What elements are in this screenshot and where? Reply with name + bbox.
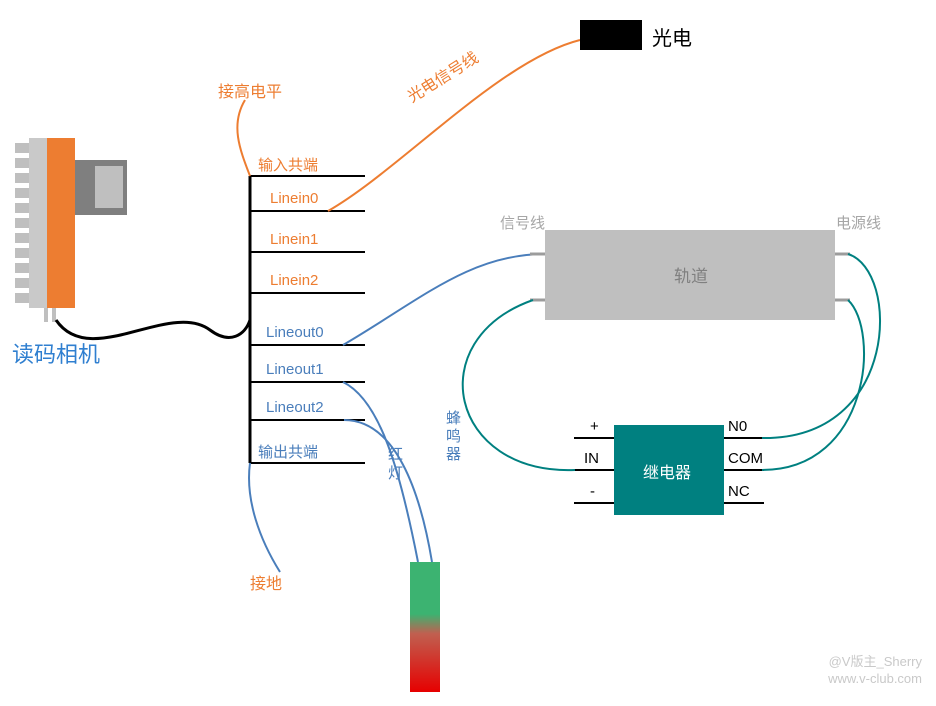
high-level-label: 接高电平 — [218, 78, 282, 102]
ladder-lineout1: Lineout1 — [266, 361, 324, 378]
relay-minus: - — [590, 483, 595, 500]
watermark: @V版主_Sherry www.v-club.com — [828, 654, 922, 688]
optical-box — [580, 20, 642, 50]
optical-label: 光电 — [652, 22, 692, 51]
camera-title: 读码相机 — [12, 337, 100, 369]
watermark-line2: www.v-club.com — [828, 671, 922, 688]
ladder-lineout2: Lineout2 — [266, 399, 324, 416]
relay-com: COM — [728, 450, 763, 467]
track-power-label: 电源线 — [836, 212, 881, 233]
camera-cable — [56, 176, 250, 339]
ladder-linein0: Linein0 — [270, 190, 318, 207]
relay-nc: NC — [728, 483, 750, 500]
relay-label: 继电器 — [643, 459, 691, 483]
ladder-linein2: Linein2 — [270, 272, 318, 289]
indicator-light — [410, 562, 440, 692]
track-signal-label: 信号线 — [500, 212, 545, 233]
optical-signal-label: 光电信号线 — [402, 44, 483, 107]
camera-icon — [15, 138, 127, 322]
track-label: 轨道 — [674, 262, 708, 287]
ladder-input-common: 输入共端 — [258, 154, 318, 175]
relay-no: N0 — [728, 418, 747, 435]
ground-label: 接地 — [250, 570, 282, 594]
ladder-lineout0: Lineout0 — [266, 324, 324, 341]
buzzer-label: 蜂鸣器 — [442, 410, 463, 464]
relay-in: IN — [584, 450, 599, 467]
ladder-output-common: 输出共端 — [258, 441, 318, 462]
relay-plus: + — [590, 418, 599, 435]
watermark-line1: @V版主_Sherry — [828, 654, 922, 671]
redlight-label: 红灯 — [384, 446, 405, 484]
ladder-linein1: Linein1 — [270, 231, 318, 248]
